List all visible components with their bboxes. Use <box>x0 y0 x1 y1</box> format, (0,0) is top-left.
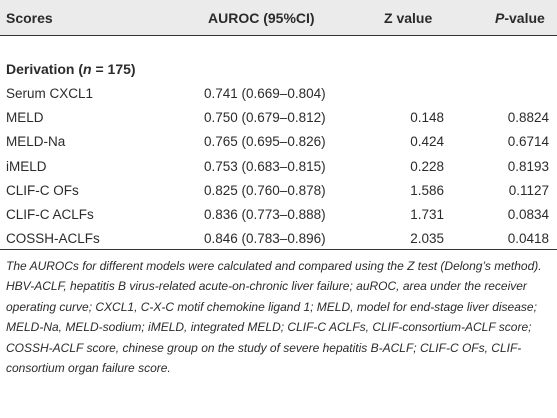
section-label-prefix: Derivation ( <box>6 61 84 77</box>
row-auroc: 0.750 (0.679–0.812) <box>204 110 326 126</box>
row-z-value: 1.586 <box>410 182 444 198</box>
row-name: COSSH-ACLFs <box>6 231 100 247</box>
row-name: CLIF-C OFs <box>6 182 79 198</box>
row-p-value: 0.0418 <box>507 231 549 247</box>
table-row: CLIF-C ACLFs 0.836 (0.773–0.888) 1.731 0.08… <box>0 207 557 231</box>
table-bottom-rule <box>0 249 557 250</box>
column-header-p-value: P-value <box>495 10 545 26</box>
p-value-italic-letter: P <box>495 10 505 26</box>
row-z-value: 0.148 <box>410 110 444 126</box>
row-p-value: 0.1127 <box>508 182 549 198</box>
row-name: MELD <box>6 110 44 126</box>
table-row: iMELD 0.753 (0.683–0.815) 0.228 0.8193 <box>0 159 557 183</box>
column-header-z-value: Z value <box>384 10 433 26</box>
section-label-n: n <box>83 61 92 77</box>
table-row: MELD-Na 0.765 (0.695–0.826) 0.424 0.6714 <box>0 134 557 158</box>
section-label-suffix: = 175) <box>91 61 136 77</box>
table-row: CLIF-C OFs 0.825 (0.760–0.878) 1.586 0.1127 <box>0 183 557 207</box>
row-name: Serum CXCL1 <box>6 86 94 101</box>
row-auroc: 0.825 (0.760–0.878) <box>204 182 326 198</box>
row-p-value: 0.8824 <box>507 110 549 126</box>
row-z-value: 0.424 <box>410 134 444 150</box>
section-label-derivation: Derivation (n = 175) <box>6 61 136 77</box>
table-header-row: Scores AUROC (95%CI) Z value P-value <box>0 0 557 36</box>
row-p-value: 0.8193 <box>507 158 549 174</box>
table-row: MELD 0.750 (0.679–0.812) 0.148 0.8824 <box>0 110 557 134</box>
row-name: iMELD <box>6 158 47 174</box>
row-name: CLIF-C ACLFs <box>6 207 94 222</box>
table-row: Serum CXCL1 0.741 (0.669–0.804) <box>0 86 557 110</box>
p-value-suffix: -value <box>504 10 545 26</box>
row-z-value: 0.228 <box>410 158 444 174</box>
table-row: COSSH-ACLFs 0.846 (0.783–0.896) 2.035 0.041… <box>0 231 557 255</box>
row-auroc: 0.741 (0.669–0.804) <box>204 86 326 101</box>
row-z-value: 2.035 <box>410 231 444 247</box>
row-p-value: 0.6714 <box>507 134 549 150</box>
column-header-auroc: AUROC (95%CI) <box>208 10 315 26</box>
row-name: MELD-Na <box>6 134 66 150</box>
row-auroc: 0.836 (0.773–0.888) <box>204 207 326 222</box>
column-header-scores: Scores <box>6 10 53 26</box>
row-auroc: 0.765 (0.695–0.826) <box>204 134 326 150</box>
table-footnote: The AUROCs for different models were cal… <box>6 259 542 376</box>
row-auroc: 0.753 (0.683–0.815) <box>204 158 326 174</box>
row-auroc: 0.846 (0.783–0.896) <box>204 231 326 247</box>
row-z-value: 1.731 <box>410 207 444 222</box>
row-p-value: 0.0834 <box>507 207 549 222</box>
